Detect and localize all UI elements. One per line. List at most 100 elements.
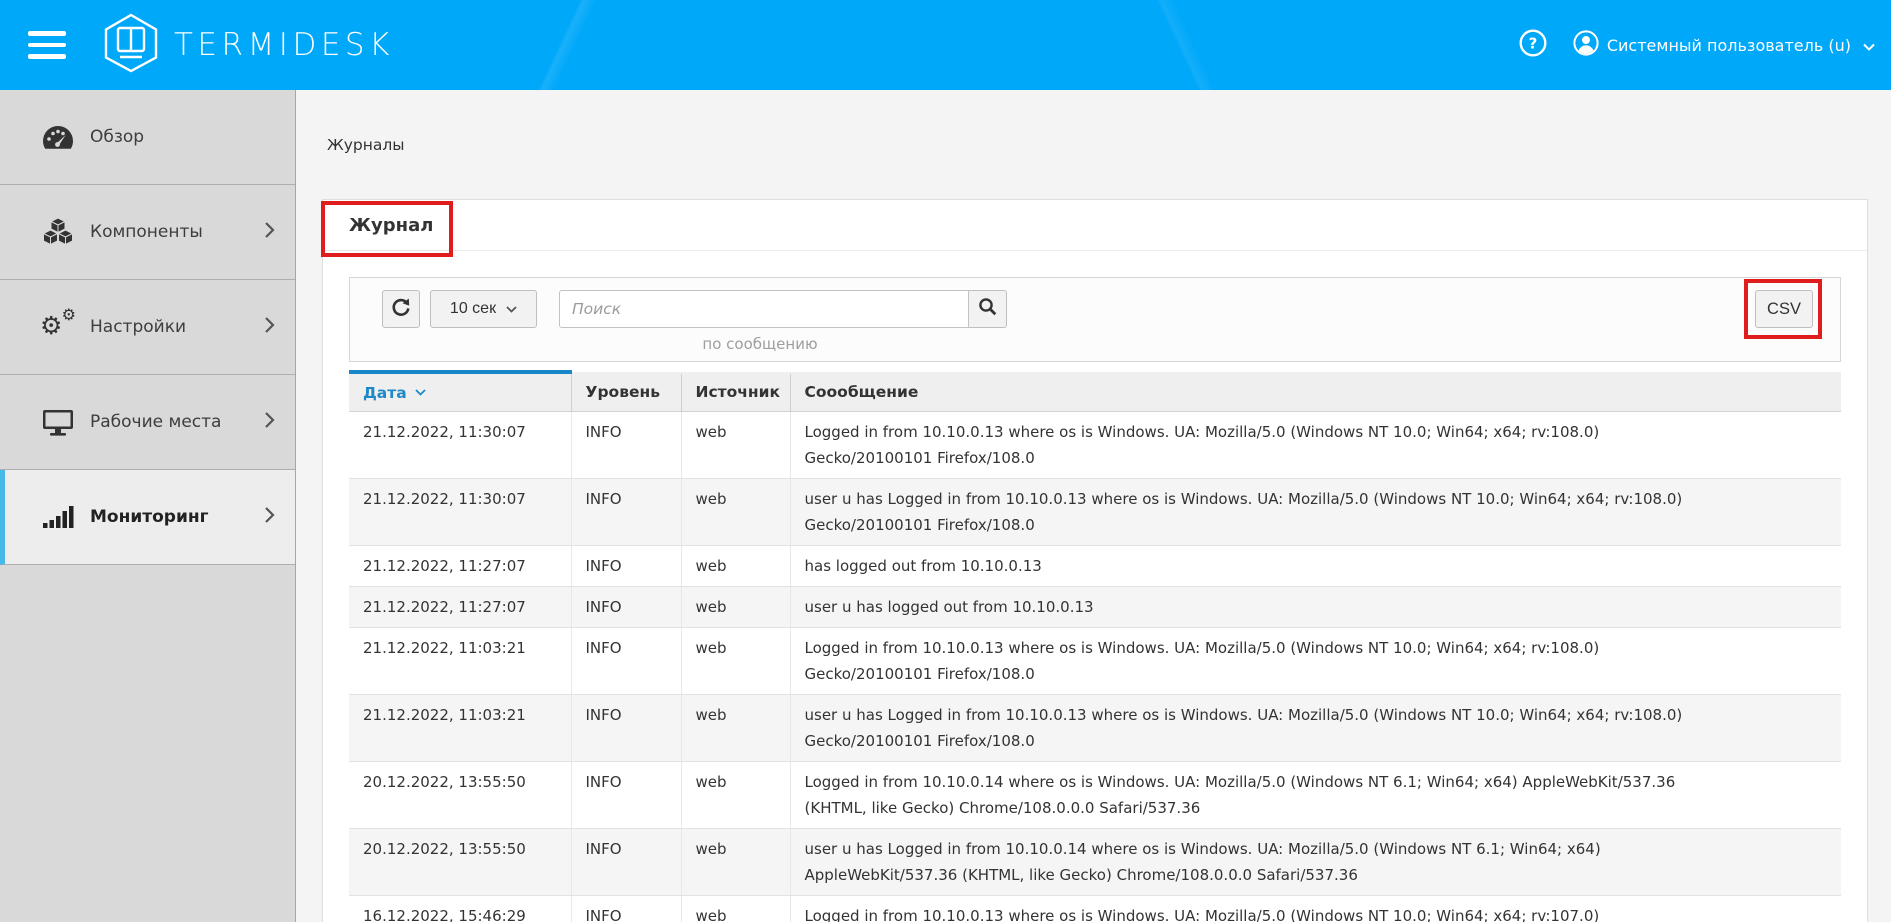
top-header-bar: TERMIDESK ? Системный пользователь (u) [0,0,1891,90]
column-header-message[interactable]: Соообщение [790,372,1841,412]
chevron-down-icon [506,300,517,318]
cell-source: web [681,695,790,762]
refresh-icon [391,297,411,322]
cell-date: 21.12.2022, 11:27:07 [349,587,571,628]
cell-level: INFO [571,762,681,829]
cell-source: web [681,479,790,546]
chevron-right-icon [264,316,275,339]
user-menu-label: Системный пользователь (u) [1607,36,1851,55]
sidebar-item-components[interactable]: Компоненты [0,185,295,280]
cell-source: web [681,762,790,829]
cell-message: user u has Logged in from 10.10.0.13 whe… [790,695,1841,762]
help-icon: ? [1519,29,1547,61]
column-header-level[interactable]: Уровень [571,372,681,412]
cell-message: user u has Logged in from 10.10.0.13 whe… [790,479,1841,546]
termidesk-logo: TERMIDESK [104,13,394,77]
hamburger-menu-button[interactable] [28,31,68,59]
sidebar-item-settings[interactable]: ⚙⚙ Настройки [0,280,295,375]
table-row: 21.12.2022, 11:30:07INFOwebLogged in fro… [349,412,1841,479]
desktop-icon [40,408,76,436]
cell-level: INFO [571,412,681,479]
sidebar-item-label: Компоненты [90,222,264,242]
chevron-down-icon [1863,36,1875,55]
cell-level: INFO [571,829,681,896]
cell-message: Logged in from 10.10.0.13 where os is Wi… [790,628,1841,695]
cell-message: Logged in from 10.10.0.13 where os is Wi… [790,412,1841,479]
search-icon [978,297,997,321]
cell-level: INFO [571,695,681,762]
filter-toolbar-panel: 10 сек [349,277,1841,362]
csv-button-wrapper: CSV [1755,290,1813,328]
log-table: Дата Уровень Источник Соообщение 21.12.2… [349,370,1841,922]
column-header-source[interactable]: Источник [681,372,790,412]
termidesk-app: TERMIDESK ? Системный пользователь (u) [0,0,1891,922]
main-content: Журналы Журнал [296,90,1891,922]
cell-date: 21.12.2022, 11:30:07 [349,412,571,479]
table-row: 21.12.2022, 11:03:21INFOwebLogged in fro… [349,628,1841,695]
cell-level: INFO [571,628,681,695]
cell-message: has logged out from 10.10.0.13 [790,546,1841,587]
sidebar-item-monitoring[interactable]: Мониторинг [0,470,295,565]
table-row: 20.12.2022, 13:55:50INFOwebuser u has Lo… [349,829,1841,896]
breadcrumb: Журналы [327,136,1891,154]
search-button[interactable] [969,290,1007,328]
chart-bars-icon [40,505,76,529]
table-row: 21.12.2022, 11:27:07INFOwebuser u has lo… [349,587,1841,628]
sidebar-item-label: Обзор [90,127,275,147]
card-header: Журнал [323,200,1867,251]
journal-card: Журнал [322,199,1868,922]
cell-source: web [681,587,790,628]
cell-source: web [681,412,790,479]
table-row: 21.12.2022, 11:27:07INFOwebhas logged ou… [349,546,1841,587]
table-header-row: Дата Уровень Источник Соообщение [349,372,1841,412]
refresh-interval-dropdown[interactable]: 10 сек [430,290,537,328]
sidebar-item-overview[interactable]: Обзор [0,90,295,185]
cell-date: 20.12.2022, 13:55:50 [349,762,571,829]
cell-level: INFO [571,896,681,922]
cell-level: INFO [571,546,681,587]
cell-level: INFO [571,587,681,628]
sidebar-item-label: Рабочие места [90,412,264,432]
sidebar-navigation: Обзор [0,90,296,922]
gears-icon: ⚙⚙ [40,311,76,343]
table-row: 20.12.2022, 13:55:50INFOwebLogged in fro… [349,762,1841,829]
cell-date: 20.12.2022, 13:55:50 [349,829,571,896]
search-group [559,290,1007,328]
refresh-interval-value: 10 сек [450,300,496,318]
cell-source: web [681,896,790,922]
cell-source: web [681,546,790,587]
tachometer-icon [40,124,76,150]
table-row: 21.12.2022, 11:30:07INFOwebuser u has Lo… [349,479,1841,546]
page-title: Журнал [349,215,433,236]
sort-desc-icon [415,382,426,400]
column-header-date[interactable]: Дата [349,372,571,412]
cell-date: 21.12.2022, 11:27:07 [349,546,571,587]
sidebar-item-label: Мониторинг [90,507,264,527]
svg-text:?: ? [1528,35,1537,53]
cell-date: 16.12.2022, 15:46:29 [349,896,571,922]
search-input[interactable] [559,290,969,328]
cubes-icon [40,217,76,247]
cell-message: user u has Logged in from 10.10.0.14 whe… [790,829,1841,896]
cell-source: web [681,829,790,896]
log-table-body: 21.12.2022, 11:30:07INFOwebLogged in fro… [349,412,1841,922]
chevron-right-icon [264,506,275,529]
cell-message: Logged in from 10.10.0.13 where os is Wi… [790,896,1841,922]
cell-date: 21.12.2022, 11:03:21 [349,695,571,762]
chevron-right-icon [264,221,275,244]
user-menu[interactable]: Системный пользователь (u) [1573,30,1875,60]
table-row: 16.12.2022, 15:46:29INFOwebLogged in fro… [349,896,1841,922]
cell-date: 21.12.2022, 11:03:21 [349,628,571,695]
sidebar-item-workplaces[interactable]: Рабочие места [0,375,295,470]
cell-date: 21.12.2022, 11:30:07 [349,479,571,546]
cell-level: INFO [571,479,681,546]
card-body: 10 сек [323,251,1867,922]
csv-export-button[interactable]: CSV [1755,290,1813,328]
table-row: 21.12.2022, 11:03:21INFOwebuser u has Lo… [349,695,1841,762]
help-button[interactable]: ? [1519,29,1547,61]
sidebar-item-label: Настройки [90,317,264,337]
cell-message: user u has logged out from 10.10.0.13 [790,587,1841,628]
cell-message: Logged in from 10.10.0.14 where os is Wi… [790,762,1841,829]
termidesk-logo-icon [104,13,158,77]
refresh-button[interactable] [382,290,420,328]
